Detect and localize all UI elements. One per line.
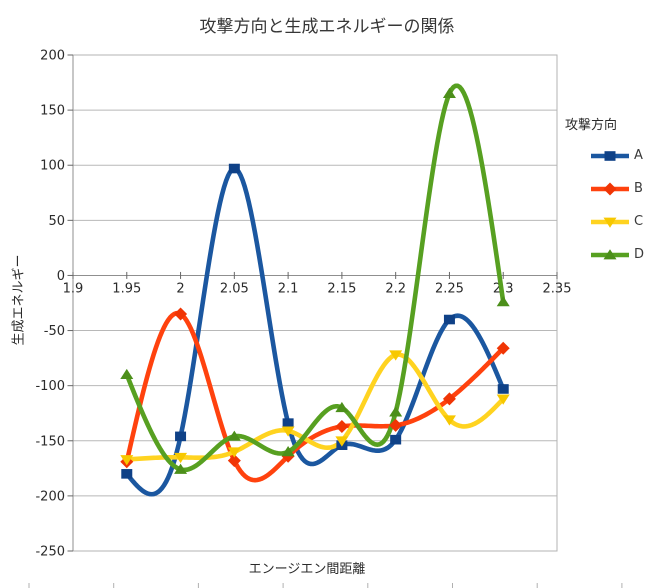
legend: 攻撃方向 A B C D (563, 114, 644, 271)
marker-triangle-up (496, 296, 510, 307)
marker-triangle-down (389, 350, 403, 361)
marker-triangle-up (389, 406, 403, 417)
marker-triangle-down (496, 394, 510, 405)
axis-ticks: 200 150 100 50 0 -50 -100 -150 -200 -250 1.9 1.95 2 2… (35, 49, 571, 560)
y-tick-label: -50 (44, 324, 65, 339)
marker-square (443, 314, 455, 325)
legend-entry-label: B (634, 181, 643, 196)
gridlines (73, 54, 557, 552)
marker-square (604, 150, 616, 161)
marker-triangle-down (335, 436, 349, 447)
legend-entry-label: A (634, 148, 643, 163)
marker-triangle-down (603, 217, 617, 228)
marker-diamond (389, 418, 403, 432)
y-tick-label: 150 (40, 104, 65, 119)
x-axis-title: エンージエン間距離 (248, 562, 366, 577)
x-tick-label: 2.35 (543, 281, 572, 296)
marker-triangle-up (442, 87, 456, 98)
x-tick-label: 1.95 (112, 281, 141, 296)
x-tick-label: 2.1 (278, 281, 299, 296)
legend-entry-C: C (563, 205, 644, 238)
y-tick-label: -250 (35, 545, 65, 560)
marker-triangle-down (442, 415, 456, 426)
y-tick-label: 0 (57, 269, 65, 284)
legend-swatch (591, 150, 629, 161)
y-axis-title: 生成エネルギー (11, 254, 27, 346)
x-tick-label: 1.9 (63, 281, 84, 296)
legend-entries: A B C D (563, 139, 644, 271)
legend-title: 攻撃方向 (565, 118, 618, 133)
marker-square (175, 431, 187, 442)
marker-triangle-up (174, 463, 188, 474)
marker-square (228, 163, 240, 174)
legend-entry-B: B (563, 172, 644, 205)
marker-diamond (603, 182, 617, 195)
marker-triangle-up (120, 368, 134, 380)
series-line-C (124, 352, 506, 462)
marker-square (497, 384, 509, 394)
y-tick-label: 200 (40, 49, 65, 64)
series-markers-D (120, 87, 510, 474)
chart-title: 攻撃方向と生成エネルギーの関係 (199, 17, 455, 37)
marker-diamond (496, 341, 510, 355)
marker-triangle-down (174, 452, 188, 464)
marker-triangle-up (281, 446, 295, 457)
y-tick-label: -200 (35, 489, 65, 504)
y-tick-label: -150 (35, 434, 65, 449)
x-tick-label: 2.05 (220, 281, 249, 296)
marker-diamond (227, 454, 241, 468)
legend-entry-label: D (634, 247, 645, 262)
y-tick-label: 100 (40, 159, 65, 174)
series-line-A (124, 166, 506, 497)
x-tick-label: 2.15 (327, 281, 356, 296)
legend-entry-label: C (634, 214, 644, 229)
series-markers-C (120, 350, 510, 466)
x-tick-label: 2.2 (385, 281, 406, 296)
legend-swatch (591, 182, 629, 195)
plot-border (72, 54, 558, 552)
marker-triangle-up (603, 248, 617, 259)
series-line-D (124, 83, 506, 473)
marker-triangle-down (281, 426, 295, 437)
marker-triangle-up (335, 401, 349, 413)
x-tick-label: 2 (176, 281, 184, 296)
legend-swatch (591, 217, 629, 228)
bottom-ruler (28, 583, 623, 588)
y-tick-label: 50 (48, 214, 65, 229)
marker-triangle-down (120, 455, 134, 466)
marker-square (282, 418, 294, 428)
legend-entry-A: A (563, 139, 644, 172)
marker-square (121, 469, 133, 479)
marker-square (390, 434, 402, 445)
marker-diamond (335, 419, 349, 433)
y-tick-label: -100 (35, 379, 65, 394)
marker-diamond (174, 307, 188, 321)
marker-triangle-down (227, 447, 241, 458)
marker-diamond (442, 392, 456, 406)
x-tick-label: 2.25 (435, 281, 464, 296)
legend-entry-D: D (563, 238, 644, 271)
legend-swatch (591, 248, 629, 259)
marker-triangle-up (227, 430, 241, 441)
